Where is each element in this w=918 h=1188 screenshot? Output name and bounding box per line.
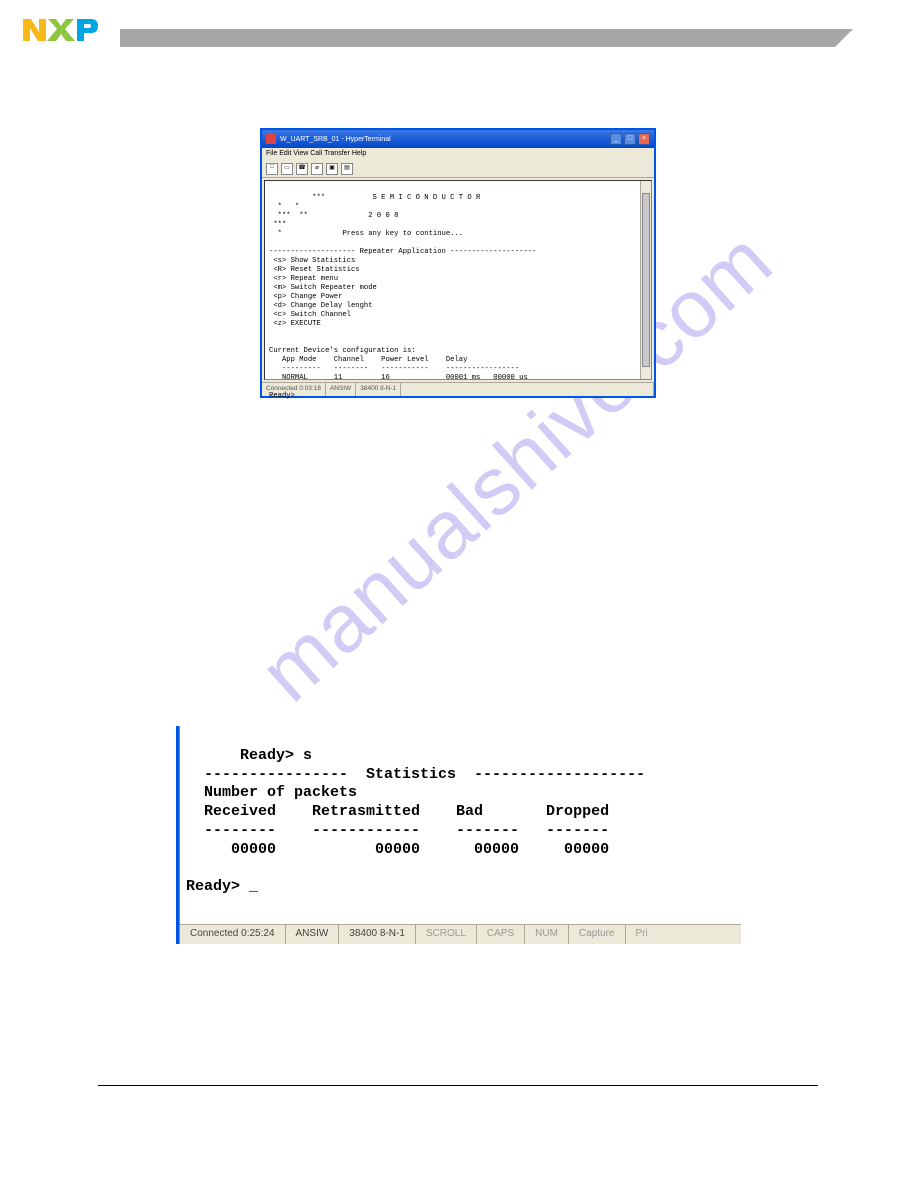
stats-statusbar: Connected 0:25:24 ANSIW 38400 8-N-1 SCRO…: [180, 924, 741, 944]
menubar[interactable]: File Edit View Call Transfer Help: [262, 148, 654, 162]
stats-status-num: NUM: [525, 925, 569, 944]
tool-props-icon[interactable]: ▤: [341, 163, 353, 175]
titlebar[interactable]: W_UART_SRB_01 - HyperTerminal _ □ ×: [262, 130, 654, 148]
footer-line: [98, 1085, 818, 1086]
stats-status-port: 38400 8-N-1: [339, 925, 416, 944]
scrollbar[interactable]: [640, 181, 651, 379]
stats-status-caps: CAPS: [477, 925, 525, 944]
stats-status-print: Pri: [626, 925, 658, 944]
status-encoding: ANSIW: [326, 383, 356, 396]
tool-send-icon[interactable]: ▣: [326, 163, 338, 175]
window-title: W_UART_SRB_01 - HyperTerminal: [280, 136, 391, 143]
close-button[interactable]: ×: [638, 133, 650, 145]
stats-window: Ready> s ---------------- Statistics ---…: [176, 726, 741, 944]
toolbar: □ ▭ ☎ ⌀ ▣ ▤: [262, 162, 654, 178]
tool-phone-icon[interactable]: ☎: [296, 163, 308, 175]
minimize-button[interactable]: _: [610, 133, 622, 145]
stats-status-scroll: SCROLL: [416, 925, 477, 944]
stats-status-capture: Capture: [569, 925, 626, 944]
tool-hangup-icon[interactable]: ⌀: [311, 163, 323, 175]
status-spacer: [401, 383, 654, 396]
stats-text: Ready> s ---------------- Statistics ---…: [186, 747, 645, 895]
nxp-logo: [21, 14, 99, 44]
tool-open-icon[interactable]: ▭: [281, 163, 293, 175]
header-bar: [120, 29, 835, 47]
terminal-text: *** S E M I C O N D U C T O R * * *** **…: [269, 194, 536, 400]
maximize-button[interactable]: □: [624, 133, 636, 145]
stats-content: Ready> s ---------------- Statistics ---…: [180, 726, 741, 916]
scroll-thumb[interactable]: [642, 193, 650, 367]
statusbar: Connected 0:03:16 ANSIW 38400 8-N-1: [262, 382, 654, 396]
terminal-content: *** S E M I C O N D U C T O R * * *** **…: [264, 180, 652, 380]
stats-status-encoding: ANSIW: [286, 925, 340, 944]
status-port: 38400 8-N-1: [356, 383, 401, 396]
stats-status-connected: Connected 0:25:24: [180, 925, 286, 944]
app-icon: [266, 134, 276, 144]
tool-new-icon[interactable]: □: [266, 163, 278, 175]
hyperterminal-window: W_UART_SRB_01 - HyperTerminal _ □ × File…: [260, 128, 656, 398]
